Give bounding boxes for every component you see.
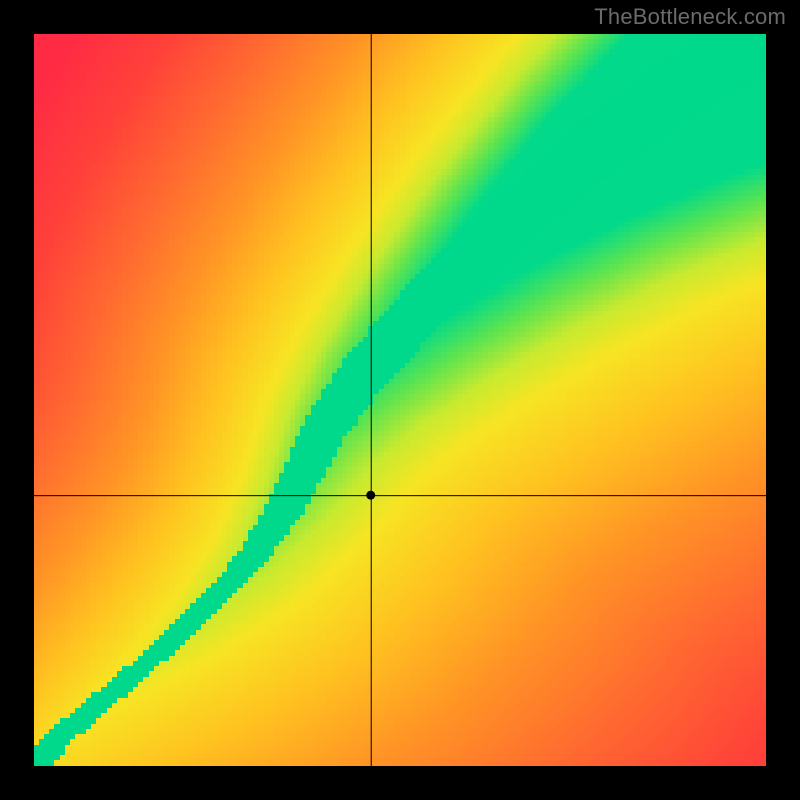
chart-container: TheBottleneck.com [0,0,800,800]
attribution-watermark: TheBottleneck.com [594,4,786,30]
bottleneck-heatmap [34,34,766,766]
